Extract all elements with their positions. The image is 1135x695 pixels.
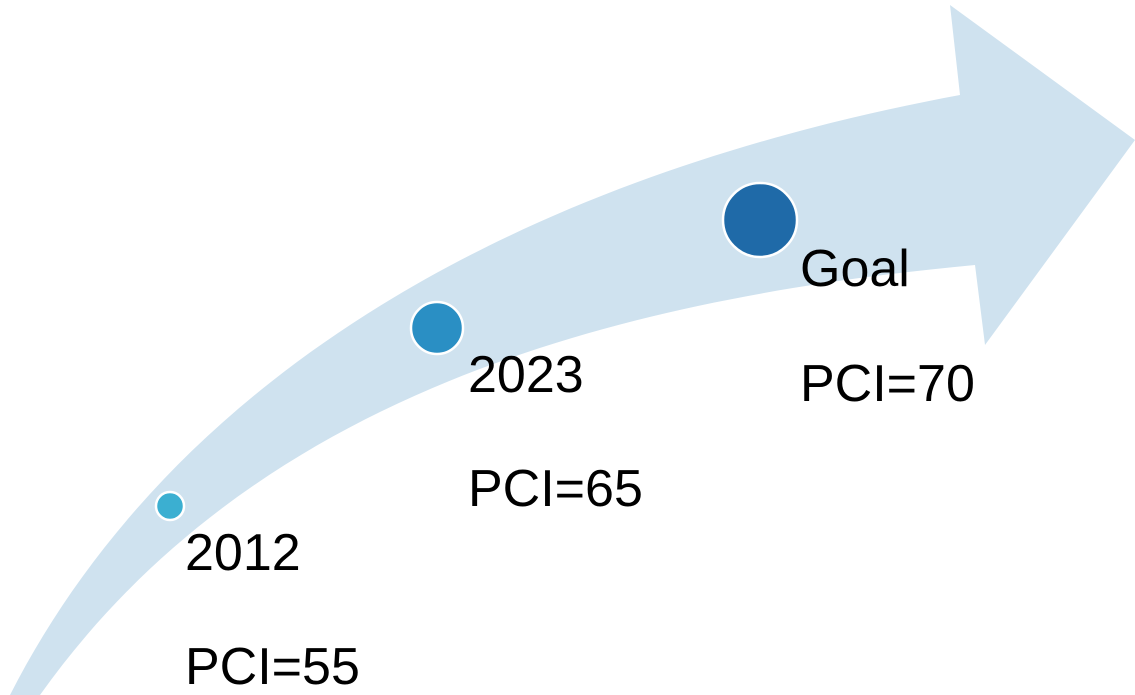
milestone-label: 2023 — [468, 346, 584, 404]
milestone-detail: PCI=65 — [468, 460, 643, 518]
milestone-label: 2012 — [185, 524, 301, 582]
curved-arrow — [10, 5, 1135, 695]
milestone-detail: PCI=70 — [800, 355, 975, 413]
milestone-dot — [409, 300, 465, 356]
milestone-label: Goal — [800, 240, 910, 298]
milestone-dot — [721, 181, 799, 259]
milestone-detail: PCI=55 — [185, 638, 360, 695]
milestone-dot — [154, 490, 186, 522]
